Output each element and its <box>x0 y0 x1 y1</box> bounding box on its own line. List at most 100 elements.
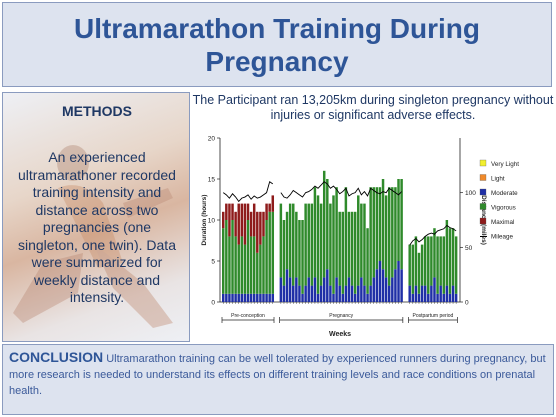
mileage-line <box>409 224 457 246</box>
bar-moderate <box>344 285 348 302</box>
bar-vigorous <box>357 195 360 286</box>
methods-body: An experienced ultramarathoner recorded … <box>18 149 176 305</box>
bar-vigorous <box>372 187 375 278</box>
bar-vigorous <box>316 195 320 294</box>
bar-moderate <box>423 285 427 302</box>
bar-vigorous <box>234 236 237 294</box>
bar-moderate <box>301 293 304 302</box>
bar-moderate <box>295 277 298 302</box>
bar-vigorous <box>411 244 415 294</box>
bar-vigorous <box>369 187 372 286</box>
bar-vigorous <box>304 203 307 286</box>
bar-vigorous <box>307 203 310 278</box>
bar-vigorous <box>338 211 341 286</box>
bar-maximal <box>268 203 271 212</box>
bar-moderate <box>448 293 452 302</box>
mileage-line <box>280 181 402 199</box>
bar-moderate <box>298 285 301 302</box>
bar-vigorous <box>423 236 427 286</box>
bar-vigorous <box>360 203 363 278</box>
bar-moderate <box>265 293 268 302</box>
bar-moderate <box>234 293 237 302</box>
legend-label: Vigorous <box>491 205 516 212</box>
bar-moderate <box>225 293 228 302</box>
bar-vigorous <box>228 236 231 294</box>
bar-vigorous <box>400 179 403 270</box>
legend-label: Moderate <box>491 190 518 197</box>
bar-vigorous <box>243 244 247 294</box>
bar-vigorous <box>292 203 295 286</box>
bar-vigorous <box>378 187 382 261</box>
bar-moderate <box>271 293 275 302</box>
bar-moderate <box>307 277 310 302</box>
result-statement: The Participant ran 13,205km during sing… <box>192 93 554 122</box>
bar-moderate <box>350 285 354 302</box>
bar-moderate <box>378 261 382 302</box>
x-axis-label: Weeks <box>329 331 351 338</box>
legend-label: Very Light <box>491 161 519 168</box>
conclusion-body: Ultramarathon training can be well toler… <box>9 353 546 397</box>
bar-moderate <box>391 277 394 302</box>
bar-vigorous <box>329 203 332 286</box>
legend-swatch-light <box>479 174 487 181</box>
y-tick-label-left: 5 <box>211 259 215 266</box>
y-tick-label-right: 0 <box>465 300 469 307</box>
bar-maximal <box>265 203 268 220</box>
period-label: Postpartum period <box>412 313 453 319</box>
bar-moderate <box>282 285 286 302</box>
bar-vigorous <box>439 236 442 286</box>
y-tick-label-right: 100 <box>465 190 476 197</box>
title-banner: Ultramarathon Training During Pregnancy <box>2 2 552 87</box>
runner-background-image <box>13 145 173 328</box>
y-tick-label-left: 15 <box>208 177 216 184</box>
bar-maximal <box>234 211 237 237</box>
methods-panel: METHODS An experienced ultramarathoner r… <box>2 92 190 342</box>
bar-vigorous <box>436 236 439 294</box>
period-label: Pregnancy <box>329 313 353 319</box>
bar-vigorous <box>344 187 348 286</box>
bar-vigorous <box>288 203 292 278</box>
bar-moderate <box>436 293 439 302</box>
y-tick-label-left: 20 <box>208 136 216 143</box>
bar-vigorous <box>231 220 234 294</box>
bar-moderate <box>335 277 338 302</box>
bar-vigorous <box>256 252 259 294</box>
bar-vigorous <box>445 220 449 286</box>
poster-title-line1: Ultramarathon Training During <box>73 12 481 44</box>
conclusion-heading: CONCLUSION <box>9 349 104 365</box>
bar-moderate <box>417 293 421 302</box>
bar-vigorous <box>430 236 433 286</box>
bar-moderate <box>384 277 388 302</box>
bar-moderate <box>442 293 445 302</box>
bar-vigorous <box>420 244 424 286</box>
bar-vigorous <box>225 220 228 294</box>
bar-moderate <box>316 293 320 302</box>
bar-vigorous <box>313 187 317 278</box>
y-tick-label-left: 10 <box>208 218 216 225</box>
bar-maximal <box>262 211 265 237</box>
bar-vigorous <box>414 236 418 286</box>
bar-vigorous <box>408 244 411 286</box>
bar-moderate <box>400 269 403 302</box>
bar-vigorous <box>353 211 357 294</box>
bar-moderate <box>259 293 262 302</box>
mileage-line <box>222 180 274 203</box>
bar-moderate <box>366 293 369 302</box>
bar-maximal <box>237 203 240 245</box>
bar-moderate <box>319 285 323 302</box>
bar-vigorous <box>301 220 304 294</box>
bar-moderate <box>288 277 292 302</box>
bar-moderate <box>387 285 391 302</box>
bar-moderate <box>322 277 326 302</box>
bar-moderate <box>427 293 430 302</box>
bar-vigorous <box>341 211 345 294</box>
bar-moderate <box>256 293 259 302</box>
legend-swatch-moderate <box>479 188 487 196</box>
bar-vigorous <box>326 179 329 270</box>
bar-moderate <box>329 285 332 302</box>
bar-vigorous <box>384 195 388 278</box>
bar-moderate <box>326 269 329 302</box>
bar-vigorous <box>310 203 314 286</box>
bar-moderate <box>310 285 314 302</box>
